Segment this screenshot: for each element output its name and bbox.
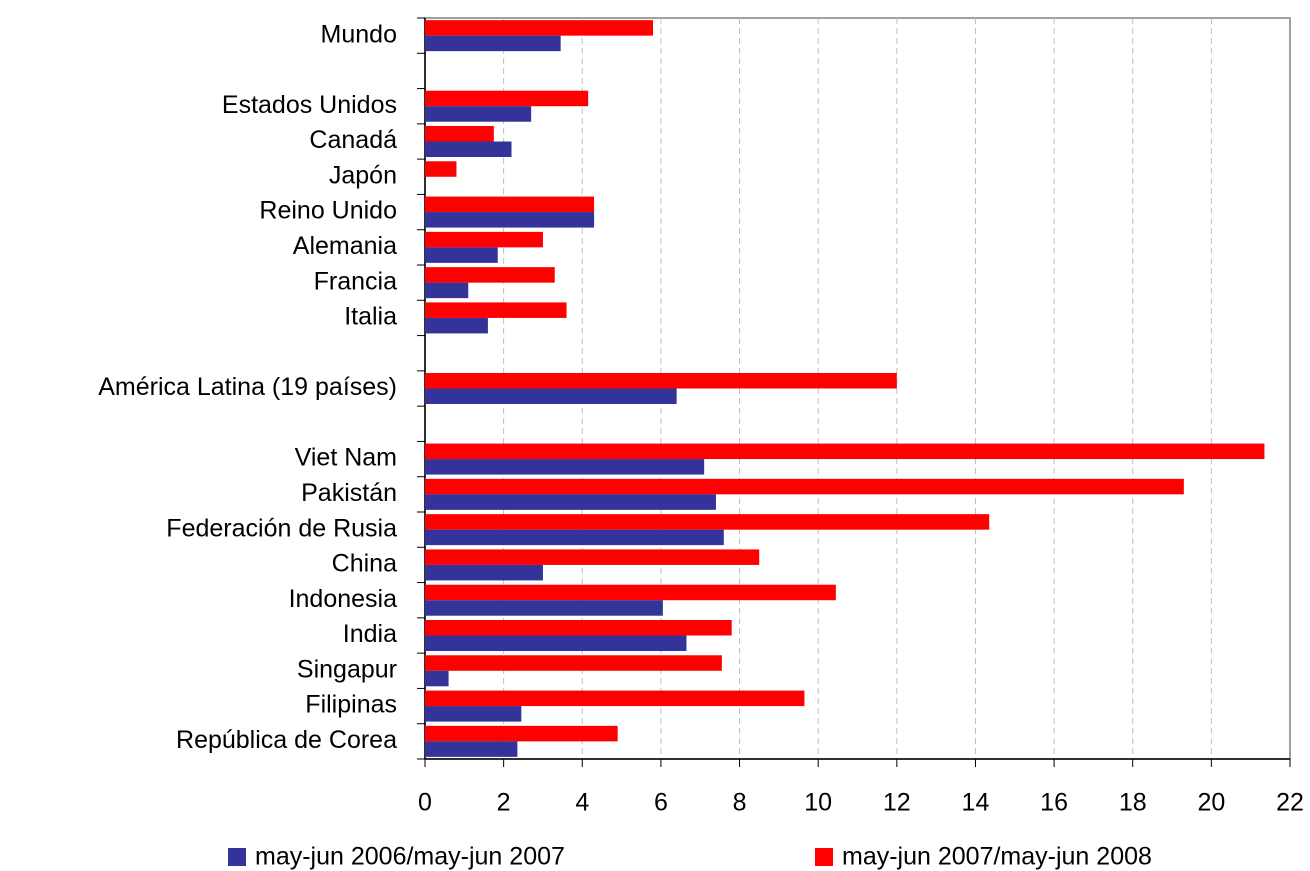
y-tick-label: República de Corea [176, 726, 397, 754]
x-tick-label: 16 [1040, 789, 1068, 817]
bar [425, 373, 897, 389]
y-tick-label: Viet Nam [295, 444, 397, 472]
bar [425, 231, 543, 248]
bar [425, 317, 488, 334]
bar [425, 20, 654, 36]
bar [425, 690, 805, 707]
x-tick-label: 12 [883, 789, 911, 817]
bar [425, 635, 687, 651]
bar [425, 161, 457, 177]
x-tick-label: 20 [1197, 789, 1225, 817]
bar [425, 514, 990, 530]
legend-swatch [228, 848, 246, 866]
y-tick-label: Singapur [297, 655, 397, 683]
bar [425, 459, 705, 475]
bar [425, 90, 589, 107]
y-tick-label: Mundo [321, 20, 397, 48]
x-tick-label: 14 [962, 789, 990, 817]
bar [425, 35, 561, 52]
bar [425, 670, 449, 687]
y-tick-label: Filipinas [305, 691, 397, 719]
bar [425, 549, 760, 565]
bar [425, 443, 1265, 460]
y-tick-label: Federación de Rusia [166, 514, 397, 542]
bar [425, 600, 663, 616]
legend-swatch [815, 848, 833, 866]
legend-label: may-jun 2007/may-jun 2008 [842, 843, 1152, 871]
bar [425, 725, 618, 742]
bar [425, 620, 732, 636]
bar [425, 655, 722, 671]
y-tick-label: América Latina (19 países) [98, 373, 397, 401]
y-tick-label: Francia [314, 267, 397, 295]
y-tick-label: Estados Unidos [222, 91, 397, 119]
bar [425, 126, 494, 142]
bar [425, 741, 518, 757]
bar [425, 584, 836, 601]
bar [425, 388, 677, 404]
x-tick-label: 0 [418, 789, 432, 817]
bar [425, 302, 567, 318]
x-tick-label: 8 [733, 789, 747, 817]
x-tick-label: 22 [1276, 789, 1304, 817]
x-tick-label: 2 [497, 789, 511, 817]
bar [425, 141, 512, 157]
bar [425, 106, 532, 122]
y-tick-label: Italia [344, 303, 397, 331]
bar [425, 282, 469, 299]
x-tick-label: 6 [654, 789, 668, 817]
bar [425, 267, 555, 283]
y-tick-label: China [332, 550, 397, 578]
x-tick-label: 18 [1119, 789, 1147, 817]
y-tick-label: Reino Unido [259, 197, 397, 225]
bar [425, 529, 724, 546]
bar [425, 212, 595, 228]
y-tick-label: India [343, 620, 397, 648]
x-tick-label: 4 [575, 789, 589, 817]
y-tick-label: Alemania [293, 232, 397, 260]
bar [425, 706, 522, 722]
bar [425, 564, 543, 581]
bar [425, 247, 498, 263]
x-tick-label: 10 [804, 789, 832, 817]
bar [425, 494, 716, 510]
legend-label: may-jun 2006/may-jun 2007 [255, 843, 565, 871]
y-tick-label: Pakistán [301, 479, 397, 507]
y-tick-label: Indonesia [289, 585, 398, 613]
y-tick-label: Canadá [309, 126, 397, 154]
y-tick-label: Japón [329, 161, 397, 189]
bar [425, 478, 1184, 495]
bar [425, 196, 595, 213]
